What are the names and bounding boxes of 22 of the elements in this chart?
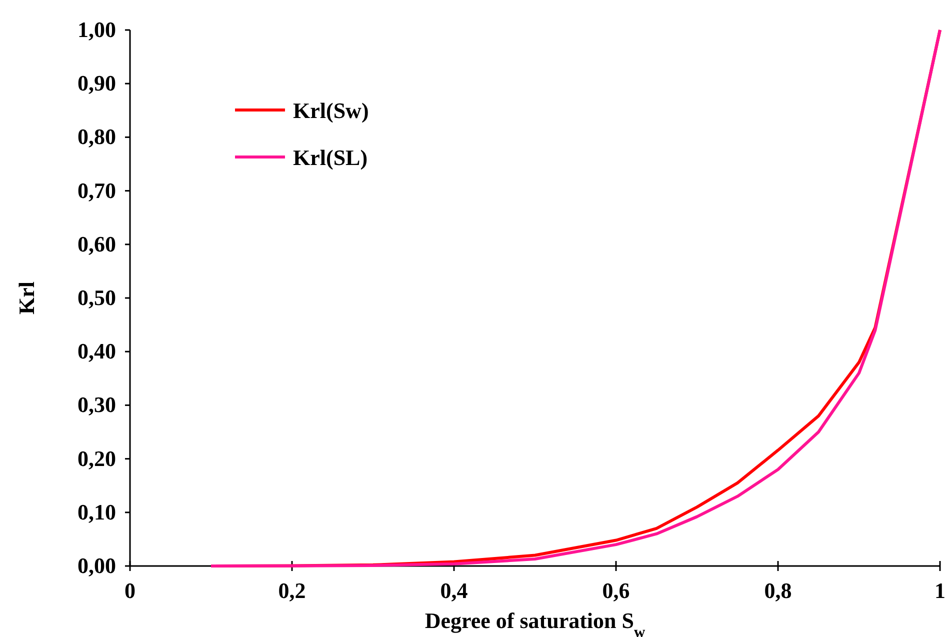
x-tick-label: 0: [124, 578, 136, 603]
y-tick-label: 0,20: [78, 446, 116, 471]
y-tick-label: 0,90: [78, 70, 116, 96]
x-tick-label: 0,8: [764, 578, 792, 603]
x-tick-label: 1: [934, 578, 946, 603]
y-tick-label: 0,60: [78, 231, 116, 256]
y-axis-title: Krl: [14, 282, 39, 314]
x-tick-label: 0,6: [602, 578, 630, 603]
legend-label: Krl(SL): [293, 145, 368, 170]
y-tick-label: 0,50: [78, 285, 116, 310]
line-series: [210, 28, 942, 568]
legend-label: Krl(Sw): [293, 98, 369, 123]
y-tick-label: 0,30: [78, 392, 116, 418]
y-tick-label: 1,00: [78, 17, 116, 42]
x-axis-title: Degree of saturation S$_{w}$: [424, 608, 646, 637]
x-tick-label: 0,4: [440, 578, 468, 603]
y-tick-label: 0,40: [78, 338, 116, 364]
y-tick-label: 0,70: [78, 178, 116, 203]
x-tick-label: 0,2: [278, 578, 306, 603]
y-tick-label: 0,10: [78, 499, 116, 524]
y-tick-label: 0,00: [78, 553, 116, 578]
y-tick-label: 0,80: [78, 124, 116, 150]
